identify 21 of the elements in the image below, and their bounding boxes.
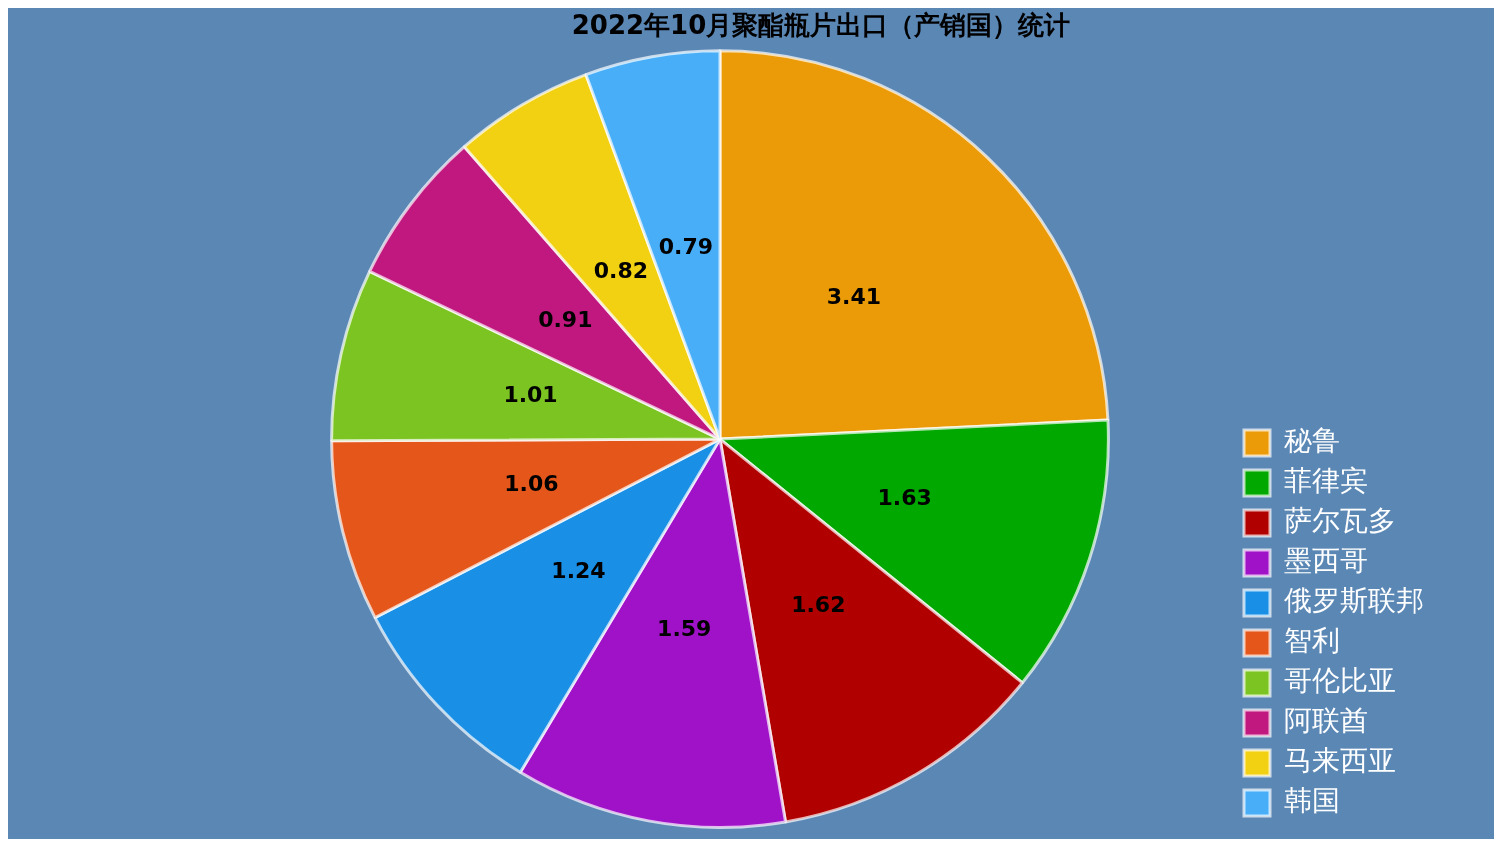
legend-label: 墨西哥 [1284, 544, 1368, 578]
chart-title: 2022年10月聚酯瓶片出口（产销国）统计 [571, 10, 1071, 41]
data-label: 1.24 [551, 557, 606, 583]
legend-label: 萨尔瓦多 [1284, 504, 1396, 538]
legend-label: 韩国 [1284, 784, 1340, 818]
legend-label: 俄罗斯联邦 [1284, 584, 1424, 618]
data-label: 0.91 [538, 307, 593, 333]
legend-label: 阿联酋 [1284, 704, 1368, 738]
legend-label: 秘鲁 [1284, 424, 1340, 458]
legend-label: 马来西亚 [1284, 744, 1396, 778]
legend-label: 智利 [1284, 624, 1340, 658]
data-label: 1.59 [657, 615, 712, 641]
data-label: 0.82 [593, 257, 649, 283]
data-label: 3.41 [826, 284, 882, 310]
data-label: 1.62 [791, 592, 846, 618]
legend-label: 哥伦比亚 [1284, 664, 1396, 698]
data-label: 1.63 [877, 484, 932, 510]
legend-label: 菲律宾 [1284, 464, 1368, 498]
data-label: 0.79 [658, 233, 714, 259]
data-label: 1.06 [504, 471, 559, 497]
data-label: 1.01 [503, 382, 558, 408]
